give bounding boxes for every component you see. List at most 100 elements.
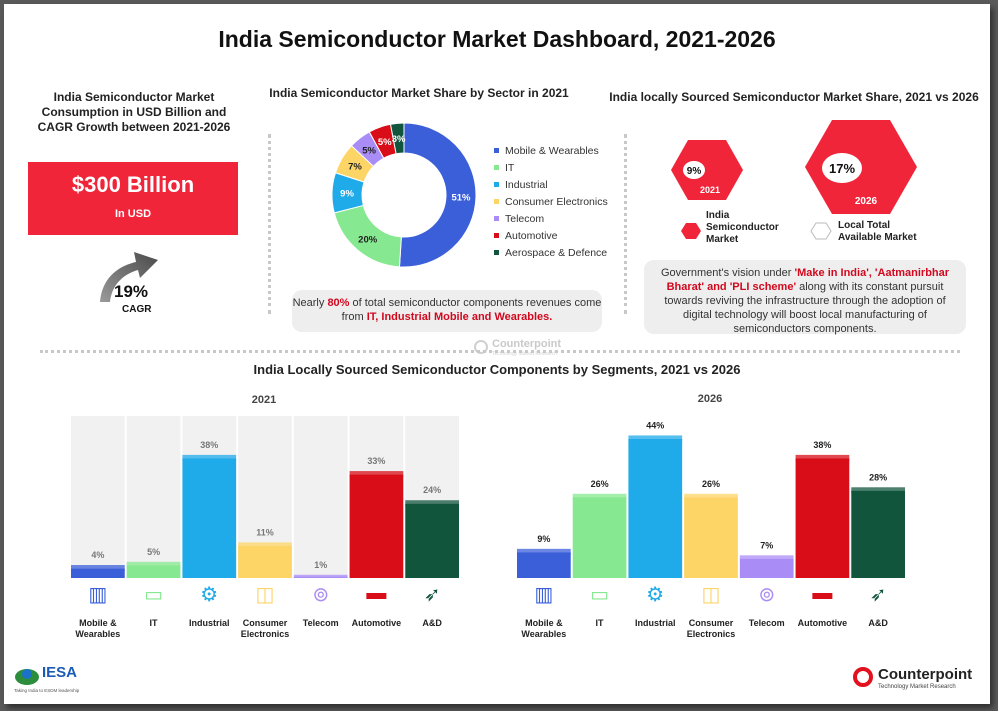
callout-pct: 80% — [327, 297, 350, 309]
bar-telecom — [293, 576, 348, 578]
category-aandd: ➶ A&D — [404, 582, 460, 629]
monitor-icon: ▭ — [590, 584, 609, 606]
category-telecom: ⊚ Telecom — [293, 582, 349, 629]
legend-item-consumer-electronics: Consumer Electronics — [494, 193, 614, 210]
tablet-icon: ▥ — [534, 584, 554, 606]
category-consumer-electronics: ◫ Consumer Electronics — [683, 582, 739, 640]
legend-label: Industrial — [505, 178, 548, 191]
robot-arm-icon: ⚙ — [200, 584, 219, 606]
local-note: Government's vision under 'Make in India… — [644, 260, 966, 335]
hex-2026-year: 2026 — [855, 196, 878, 207]
categories-2026: ▥ Mobile & Wearables ▭ IT ⚙ Industrial ◫ Consum… — [516, 582, 906, 646]
bar-mobile-and-wearables — [71, 568, 125, 578]
legend-local: Local Total Available Market — [838, 220, 917, 243]
legend-item-it: IT — [494, 159, 614, 176]
category-mobile-and-wearables: ▥ Mobile & Wearables — [516, 582, 572, 640]
bar-cap-consumer-electronics — [684, 493, 738, 500]
bar-label-aandd: 28% — [869, 472, 887, 482]
tower-icon: ⊚ — [758, 584, 776, 606]
bar-cap-mobile-and-wearables — [517, 548, 571, 555]
bar-cap-telecom — [739, 555, 794, 562]
legend-label: Automotive — [505, 229, 558, 242]
bar-it — [572, 497, 627, 578]
bar-automotive — [349, 474, 404, 578]
bar-label-automotive: 33% — [367, 456, 385, 466]
category-label: IT — [149, 618, 158, 628]
donut-label-mobile-and-wearables: 51% — [451, 192, 471, 203]
category-label: Consumer Electronics — [686, 618, 736, 639]
bar-label-mobile-and-wearables: 9% — [537, 534, 550, 544]
sector-donut-chart: 51%20%9%7%5%5% 3% — [331, 122, 477, 268]
legend-swatch — [494, 216, 499, 221]
bar-cap-industrial — [628, 435, 683, 442]
market-value-unit: In USD — [114, 208, 152, 220]
category-industrial: ⚙ Industrial — [627, 582, 683, 629]
category-label: Industrial — [635, 618, 676, 628]
bar-label-telecom: 7% — [760, 540, 773, 550]
category-label: Industrial — [189, 618, 230, 628]
bar-cap-mobile-and-wearables — [71, 565, 125, 572]
category-aandd: ➶ A&D — [850, 582, 906, 629]
bar-industrial — [182, 458, 237, 578]
rocket-icon: ➶ — [423, 584, 441, 606]
iesa-text: IESA — [42, 664, 78, 681]
iesa-logo: IESA Taking India to ESDM leadership — [12, 662, 92, 696]
legend-swatch — [494, 233, 499, 238]
devices-icon: ◫ — [255, 584, 275, 606]
callout-prefix: Nearly — [292, 297, 328, 309]
category-automotive: ▬ Automotive — [795, 582, 851, 629]
tower-icon: ⊚ — [312, 584, 330, 606]
consumption-title: India Semiconductor Market Consumption i… — [37, 90, 231, 134]
bar-bg — [126, 416, 181, 578]
hex-2021-year: 2021 — [700, 185, 720, 195]
bar-cap-automotive — [349, 471, 404, 478]
divider-1 — [268, 134, 271, 314]
sector-callout: Nearly 80% of total semiconductor compon… — [292, 290, 602, 332]
callout-mid: of total semiconductor components revenu… — [341, 297, 602, 323]
bar-chart-2021: 4% 5% 38% 11% 1% 33% 24% — [71, 416, 459, 578]
year-2026-label: 2026 — [697, 393, 723, 405]
hex-2021: 9% 2021 — [671, 140, 743, 200]
bar-cap-aandd — [405, 500, 459, 507]
category-label: Telecom — [748, 618, 785, 628]
robot-arm-icon: ⚙ — [646, 584, 665, 606]
category-label: Automotive — [351, 618, 402, 628]
legend-swatch — [494, 250, 499, 255]
bar-cap-telecom — [293, 574, 348, 578]
category-label: Mobile & Wearables — [521, 618, 567, 639]
bar-label-automotive: 38% — [813, 440, 831, 450]
legend-hex-white — [810, 222, 832, 240]
bar-bg — [293, 416, 348, 578]
donut-label-automotive: 5% — [378, 137, 392, 148]
divider-2 — [624, 134, 627, 314]
bar-chart-2026: 9% 26% 44% 26% 7% 38% 28% — [517, 420, 905, 578]
category-it: ▭ IT — [572, 582, 628, 629]
legend-label: Consumer Electronics — [505, 195, 608, 208]
bar-consumer-electronics — [684, 497, 738, 578]
bar-label-industrial: 38% — [200, 440, 218, 450]
note-prefix: Government's vision under — [660, 267, 795, 279]
legend-india: India Semiconductor Market — [706, 210, 779, 245]
legend-label: IT — [505, 161, 515, 174]
category-telecom: ⊚ Telecom — [739, 582, 795, 629]
tablet-icon: ▥ — [88, 584, 108, 606]
donut-label-aerospace-and-defence: 3% — [392, 134, 406, 145]
watermark-text: Counterpoint — [492, 338, 562, 350]
category-label: A&D — [868, 618, 888, 628]
legend-swatch — [494, 199, 499, 204]
bar-cap-aandd — [851, 487, 905, 494]
bar-label-consumer-electronics: 26% — [702, 479, 720, 489]
bar-consumer-electronics — [238, 545, 292, 578]
year-2021-label: 2021 — [251, 394, 277, 406]
bar-cap-consumer-electronics — [238, 542, 292, 549]
category-label: Automotive — [797, 618, 848, 628]
donut-slice-mobile-and-wearables — [398, 122, 477, 268]
car-icon: ▬ — [812, 582, 833, 604]
devices-icon: ◫ — [701, 584, 721, 606]
category-consumer-electronics: ◫ Consumer Electronics — [237, 582, 293, 640]
bar-cap-it — [572, 493, 627, 500]
bar-cap-automotive — [795, 454, 850, 461]
category-label: IT — [595, 618, 604, 628]
growth-arrow-icon — [100, 252, 158, 302]
categories-2021: ▥ Mobile & Wearables ▭ IT ⚙ Industrial ◫ Consum… — [70, 582, 460, 646]
